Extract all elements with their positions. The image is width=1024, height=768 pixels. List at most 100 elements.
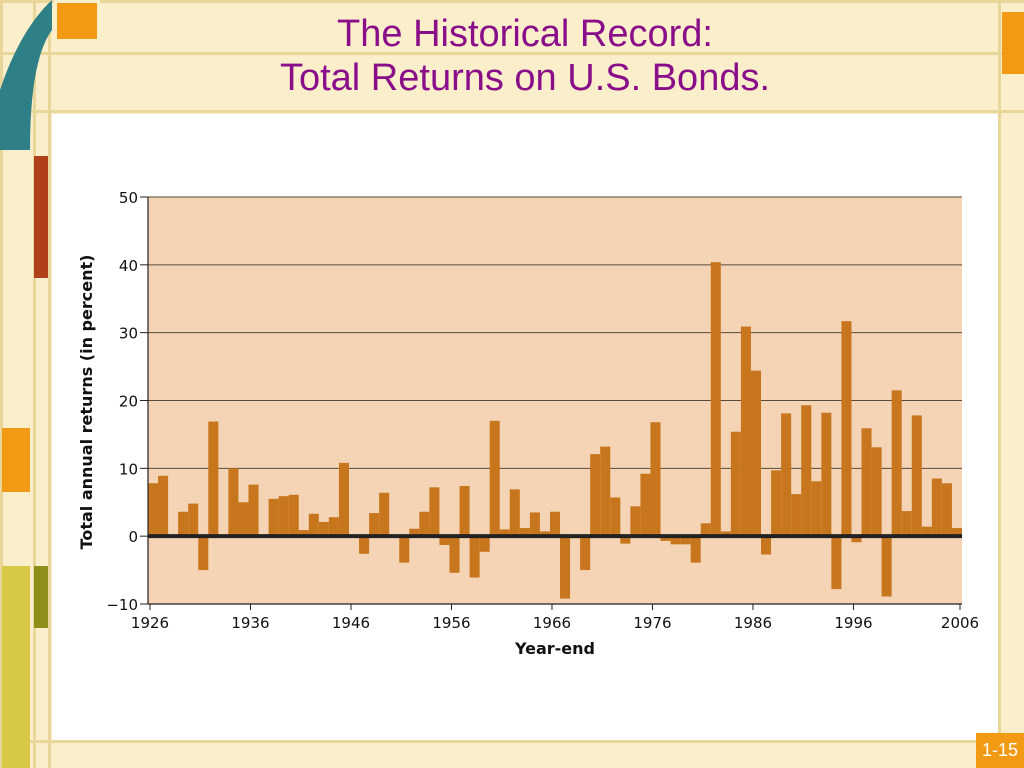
bar-1975 — [640, 473, 651, 537]
x-tick-label: 1946 — [332, 614, 370, 632]
bar-1936 — [248, 484, 259, 537]
bar-1948 — [369, 513, 380, 537]
bar-1997 — [861, 428, 872, 537]
bar-1929 — [178, 511, 189, 537]
y-tick-label: 30 — [119, 325, 138, 343]
bar-1955 — [439, 536, 450, 545]
bar-1935 — [238, 502, 249, 537]
bar-1959 — [479, 536, 490, 552]
bar-1944 — [328, 517, 339, 537]
bar-1970 — [590, 454, 601, 537]
bar-1977 — [660, 536, 671, 541]
bar-1996 — [851, 536, 862, 543]
bar-1963 — [519, 528, 530, 537]
bar-2001 — [901, 511, 912, 537]
bar-1940 — [288, 494, 299, 537]
bar-1931 — [198, 536, 209, 571]
bar-1967 — [560, 536, 571, 599]
bar-2002 — [911, 415, 922, 537]
bar-1991 — [801, 405, 812, 537]
bar-1983 — [720, 531, 731, 537]
y-tick-label: 20 — [119, 393, 138, 411]
bar-1954 — [429, 487, 440, 537]
bar-1932 — [208, 421, 219, 537]
bar-1972 — [610, 497, 621, 537]
bar-1941 — [298, 530, 309, 537]
bar-1993 — [821, 412, 832, 537]
bar-1961 — [499, 529, 510, 537]
y-tick-label: −10 — [106, 596, 138, 614]
template-grid-line — [998, 0, 1001, 768]
bar-1971 — [600, 446, 611, 537]
bar-1985 — [740, 326, 751, 537]
x-axis-title: Year-end — [514, 639, 595, 658]
bar-1927 — [158, 475, 169, 537]
bar-2004 — [931, 478, 942, 537]
bar-1943 — [318, 521, 329, 537]
orange-corner-block — [54, 0, 100, 42]
template-grid-line — [0, 0, 1024, 3]
orange-side-block — [2, 428, 30, 492]
x-tick-label: 1966 — [533, 614, 571, 632]
rust-side-block — [34, 156, 48, 278]
bar-1957 — [459, 485, 470, 537]
bar-1945 — [338, 462, 349, 537]
bar-1939 — [278, 496, 289, 537]
yellow-side-block — [2, 566, 30, 768]
bar-1981 — [700, 523, 711, 537]
bar-1930 — [188, 503, 199, 537]
x-tick-label: 1976 — [633, 614, 671, 632]
olive-side-block — [34, 566, 48, 628]
bar-1994 — [831, 536, 842, 590]
bar-1986 — [750, 370, 762, 537]
bar-1934 — [228, 468, 239, 537]
bar-1984 — [730, 431, 741, 537]
bar-2003 — [921, 526, 932, 537]
bar-1998 — [871, 447, 882, 537]
page-number-badge: 1-15 — [976, 733, 1024, 768]
bar-2006 — [951, 528, 962, 537]
bar-1988 — [771, 470, 782, 537]
bar-1966 — [549, 511, 561, 537]
bond-returns-chart: 50 40 30 20 10 0 −10 1926 1936 1946 1956 1966 1976 1… — [77, 189, 979, 658]
bar-1949 — [379, 492, 390, 537]
bar-1964 — [529, 512, 540, 537]
slide-title-line-1: The Historical Record: — [337, 13, 713, 55]
slide-title-line-2: Total Returns on U.S. Bonds. — [279, 57, 771, 99]
bar-2000 — [891, 390, 902, 537]
bar-1995 — [841, 321, 852, 537]
y-axis-title: Total annual returns (in percent) — [77, 255, 96, 550]
y-tick-label: 40 — [119, 257, 138, 275]
template-grid-line — [48, 0, 51, 768]
bar-1947 — [359, 536, 370, 554]
bar-1973 — [620, 536, 631, 544]
x-tick-label: 1936 — [231, 614, 269, 632]
template-grid-line — [33, 0, 36, 768]
y-tick-label: 10 — [119, 460, 138, 478]
bar-1979 — [680, 536, 691, 545]
x-tick-label: 2006 — [941, 614, 979, 632]
bar-1992 — [811, 481, 822, 537]
x-tick-label: 1926 — [131, 614, 169, 632]
bar-1969 — [580, 536, 591, 571]
bar-1951 — [399, 536, 410, 563]
x-tick-label: 1986 — [734, 614, 772, 632]
bar-1958 — [469, 536, 480, 578]
bar-1976 — [650, 422, 661, 537]
teal-ribbon-decoration — [0, 0, 52, 150]
template-grid-line — [0, 0, 3, 768]
bar-1999 — [881, 536, 892, 597]
bar-1978 — [670, 536, 681, 545]
x-tick-label: 1956 — [432, 614, 470, 632]
y-tick-label: 0 — [128, 528, 138, 546]
bar-1942 — [308, 513, 319, 537]
bar-2005 — [941, 483, 952, 537]
bar-1953 — [419, 511, 430, 537]
y-tick-label: 50 — [119, 189, 138, 207]
bar-1952 — [409, 528, 420, 537]
bar-1960 — [489, 420, 500, 537]
bar-1987 — [761, 536, 772, 555]
bar-1980 — [690, 536, 701, 563]
bar-1926 — [148, 483, 159, 537]
bar-1990 — [791, 494, 802, 537]
